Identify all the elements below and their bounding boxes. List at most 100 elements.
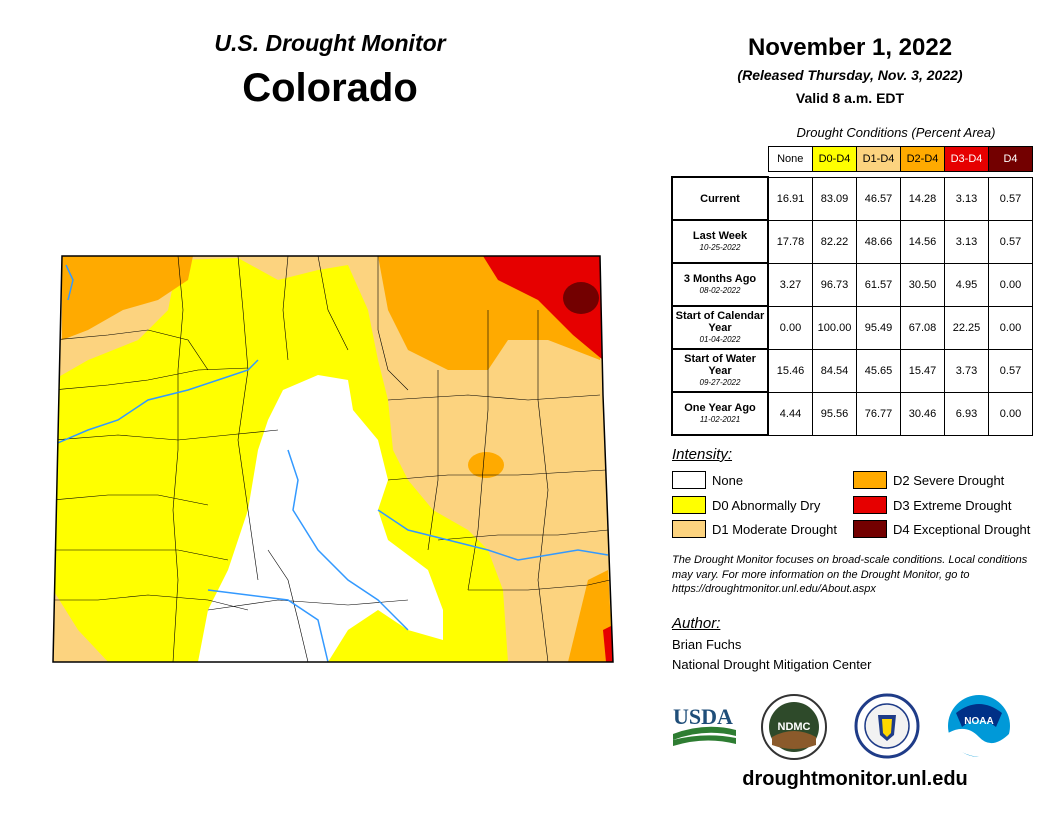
none-area	[198, 375, 443, 662]
ndmc-logo-text: NDMC	[778, 721, 811, 733]
table-row: One Year Ago 11-02-2021 4.44 95.56 76.77 …	[671, 391, 1033, 436]
header-blank	[672, 147, 768, 172]
d3-southeast	[603, 625, 613, 662]
disclaimer-note: The Drought Monitor focuses on broad-sca…	[672, 554, 1028, 595]
table-cell: 61.57	[856, 262, 901, 307]
author-organization: National Drought Mitigation Center	[672, 657, 872, 672]
d2-northwest	[62, 256, 193, 340]
table-cell: 16.91	[767, 176, 813, 221]
county-lines	[53, 256, 611, 662]
legend-swatch	[853, 520, 887, 538]
table-cell: 0.57	[988, 348, 1033, 393]
col-d4: D4	[988, 146, 1033, 172]
table-cell: 84.54	[812, 348, 857, 393]
table-cell: 0.57	[988, 176, 1033, 221]
table-cell: 15.47	[900, 348, 945, 393]
table-row: Start of Calendar Year 01-04-2022 0.00 10…	[671, 305, 1033, 350]
legend-item-none: None	[672, 471, 743, 489]
noaa-logo-icon: NOAA	[948, 695, 1010, 758]
usda-logo-text: USDA	[673, 704, 733, 729]
col-d2-d4: D2-D4	[900, 146, 945, 172]
legend-item-d0: D0 Abnormally Dry	[672, 496, 820, 514]
d2-southeast	[568, 570, 613, 662]
legend-label: D3 Extreme Drought	[893, 497, 1012, 513]
table-cell: 82.22	[812, 219, 857, 264]
table-cell: 100.00	[812, 305, 857, 350]
table-cell: 67.08	[900, 305, 945, 350]
table-cell: 95.49	[856, 305, 901, 350]
legend-item-d1: D1 Moderate Drought	[672, 520, 837, 538]
d2-spot	[468, 452, 504, 478]
usda-logo-icon: USDA	[673, 704, 736, 746]
row-label: 3 Months Ago 08-02-2022	[671, 262, 769, 307]
legend-label: D2 Severe Drought	[893, 472, 1005, 488]
noaa-logo-text: NOAA	[964, 716, 993, 727]
table-cell: 0.00	[767, 305, 813, 350]
row-label: Start of Calendar Year 01-04-2022	[671, 305, 769, 350]
table-cell: 22.25	[944, 305, 989, 350]
d4-area	[563, 282, 599, 314]
table-cell: 0.00	[988, 305, 1033, 350]
table-cell: 48.66	[856, 219, 901, 264]
table-header-row: None D0-D4 D1-D4 D2-D4 D3-D4 D4	[672, 146, 1033, 172]
table-cell: 17.78	[767, 219, 813, 264]
legend-label: D1 Moderate Drought	[712, 521, 838, 537]
valid-time: Valid 8 a.m. EDT	[795, 90, 905, 106]
legend-item-d2: D2 Severe Drought	[853, 471, 1004, 489]
rivers	[53, 264, 609, 662]
table-cell: 83.09	[812, 176, 857, 221]
release-date: (Released Thursday, Nov. 3, 2022)	[737, 67, 963, 83]
table-cell: 4.44	[767, 391, 813, 436]
legend-swatch	[853, 496, 887, 514]
d1-southwest	[53, 590, 108, 662]
table-cell: 14.56	[900, 219, 945, 264]
author-heading: Author:	[672, 615, 721, 632]
legend-label: D0 Abnormally Dry	[712, 497, 821, 513]
col-d3-d4: D3-D4	[944, 146, 989, 172]
website-url[interactable]: droughtmonitor.unl.edu	[742, 768, 968, 790]
legend-swatch	[672, 520, 706, 538]
drought-map	[52, 255, 614, 663]
drought-areas	[53, 256, 613, 662]
table-row: Last Week 10-25-2022 17.78 82.22 48.66 14…	[671, 219, 1033, 264]
table-cell: 0.00	[988, 391, 1033, 436]
legend-item-d4: D4 Exceptional Drought	[853, 520, 1030, 538]
table-row: Current 16.91 83.09 46.57 14.28 3.13 0.5…	[671, 176, 1033, 221]
row-label: Current	[671, 176, 769, 221]
table-cell: 30.46	[900, 391, 945, 436]
table-cell: 30.50	[900, 262, 945, 307]
col-d0-d4: D0-D4	[812, 146, 857, 172]
table-cell: 6.93	[944, 391, 989, 436]
col-none: None	[767, 146, 813, 172]
table-cell: 4.95	[944, 262, 989, 307]
legend-swatch	[853, 471, 887, 489]
row-label: Start of Water Year 09-27-2022	[671, 348, 769, 393]
table-cell: 95.56	[812, 391, 857, 436]
table-row: Start of Water Year 09-27-2022 15.46 84.5…	[671, 348, 1033, 393]
state-name: Colorado	[242, 66, 418, 110]
author-name: Brian Fuchs	[672, 637, 742, 652]
table-cell: 3.27	[767, 262, 813, 307]
legend-label: D4 Exceptional Drought	[893, 521, 1031, 537]
legend-swatch	[672, 496, 706, 514]
table-cell: 46.57	[856, 176, 901, 221]
table-cell: 3.73	[944, 348, 989, 393]
doc-seal-icon	[854, 693, 920, 759]
table-caption: Drought Conditions (Percent Area)	[796, 125, 996, 140]
state-border	[52, 255, 614, 663]
col-d1-d4: D1-D4	[856, 146, 901, 172]
table-cell: 15.46	[767, 348, 813, 393]
legend-title: Intensity:	[672, 446, 733, 463]
table-cell: 0.57	[988, 219, 1033, 264]
table-row: 3 Months Ago 08-02-2022 3.27 96.73 61.57 …	[671, 262, 1033, 307]
table-cell: 14.28	[900, 176, 945, 221]
table-cell: 3.13	[944, 219, 989, 264]
table-cell: 3.13	[944, 176, 989, 221]
table-cell: 76.77	[856, 391, 901, 436]
map-title: U.S. Drought Monitor	[214, 30, 446, 56]
legend-item-d3: D3 Extreme Drought	[853, 496, 1012, 514]
legend-swatch	[672, 471, 706, 489]
d3-northeast	[483, 256, 603, 360]
table-cell: 96.73	[812, 262, 857, 307]
legend-label: None	[712, 472, 744, 488]
